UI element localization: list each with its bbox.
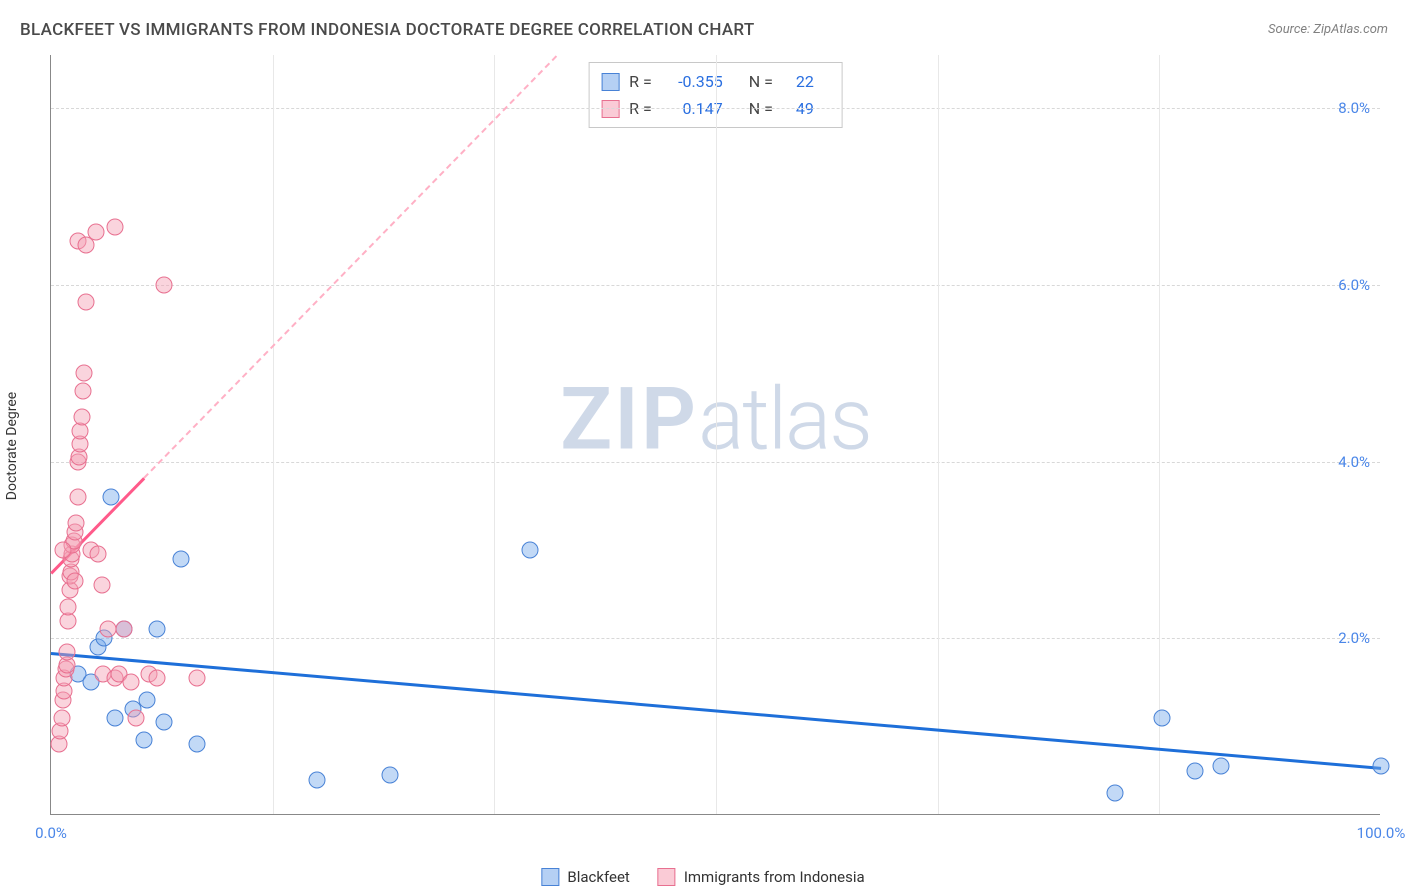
data-point-blackfeet <box>1153 709 1170 726</box>
x-tick-label: 0.0% <box>35 824 67 842</box>
data-point-indonesia <box>106 219 123 236</box>
y-tick-label: 8.0% <box>1338 99 1370 117</box>
y-axis-label: Doctorate Degree <box>4 392 20 500</box>
n-label: N = <box>749 68 773 95</box>
data-point-indonesia <box>58 643 75 660</box>
legend-item: Immigrants from Indonesia <box>658 868 865 886</box>
legend-label: Immigrants from Indonesia <box>684 868 865 886</box>
data-point-blackfeet <box>138 692 155 709</box>
data-point-blackfeet <box>102 488 119 505</box>
data-point-indonesia <box>189 670 206 687</box>
data-point-blackfeet <box>521 541 538 558</box>
data-point-blackfeet <box>1107 784 1124 801</box>
data-point-blackfeet <box>136 731 153 748</box>
swatch-blue <box>601 73 619 91</box>
gridline-vertical <box>716 55 717 814</box>
data-point-blackfeet <box>156 714 173 731</box>
gridline-vertical <box>1159 55 1160 814</box>
data-point-indonesia <box>128 709 145 726</box>
y-tick-label: 4.0% <box>1338 453 1370 471</box>
plot-area: ZIPatlas R =-0.355N =22R =0.147N =49 2.0… <box>50 55 1380 815</box>
data-point-indonesia <box>93 577 110 594</box>
data-point-blackfeet <box>1373 758 1390 775</box>
gridline-vertical <box>938 55 939 814</box>
data-point-indonesia <box>73 409 90 426</box>
trendline-dashed-indonesia <box>143 55 557 478</box>
legend-swatch-pink <box>658 868 676 886</box>
r-value: -0.355 <box>665 68 723 95</box>
chart-title: BLACKFEET VS IMMIGRANTS FROM INDONESIA D… <box>20 20 755 40</box>
data-point-indonesia <box>68 515 85 532</box>
data-point-blackfeet <box>173 550 190 567</box>
data-point-indonesia <box>66 572 83 589</box>
data-point-blackfeet <box>1186 762 1203 779</box>
legend: Blackfeet Immigrants from Indonesia <box>541 868 864 886</box>
data-point-blackfeet <box>106 709 123 726</box>
data-point-blackfeet <box>382 767 399 784</box>
data-point-indonesia <box>100 621 117 638</box>
n-value: 22 <box>786 68 814 95</box>
r-label: R = <box>629 68 652 95</box>
data-point-indonesia <box>60 599 77 616</box>
data-point-indonesia <box>74 382 91 399</box>
y-tick-label: 2.0% <box>1338 629 1370 647</box>
data-point-indonesia <box>149 670 166 687</box>
watermark-bold: ZIP <box>560 369 698 470</box>
legend-label: Blackfeet <box>567 868 629 886</box>
data-point-indonesia <box>76 365 93 382</box>
data-point-indonesia <box>116 621 133 638</box>
data-point-indonesia <box>77 294 94 311</box>
data-point-indonesia <box>88 223 105 240</box>
watermark-light: atlas <box>698 369 871 470</box>
data-point-blackfeet <box>189 736 206 753</box>
data-point-indonesia <box>53 709 70 726</box>
gridline-vertical <box>273 55 274 814</box>
data-point-blackfeet <box>1213 758 1230 775</box>
legend-item: Blackfeet <box>541 868 629 886</box>
data-point-indonesia <box>89 546 106 563</box>
data-point-indonesia <box>54 541 71 558</box>
data-point-blackfeet <box>309 771 326 788</box>
x-tick-label: 100.0% <box>1357 824 1406 842</box>
y-tick-label: 6.0% <box>1338 276 1370 294</box>
legend-swatch-blue <box>541 868 559 886</box>
data-point-blackfeet <box>149 621 166 638</box>
source-attribution: Source: ZipAtlas.com <box>1268 22 1388 37</box>
data-point-indonesia <box>156 276 173 293</box>
gridline-vertical <box>494 55 495 814</box>
data-point-indonesia <box>122 674 139 691</box>
data-point-indonesia <box>69 488 86 505</box>
